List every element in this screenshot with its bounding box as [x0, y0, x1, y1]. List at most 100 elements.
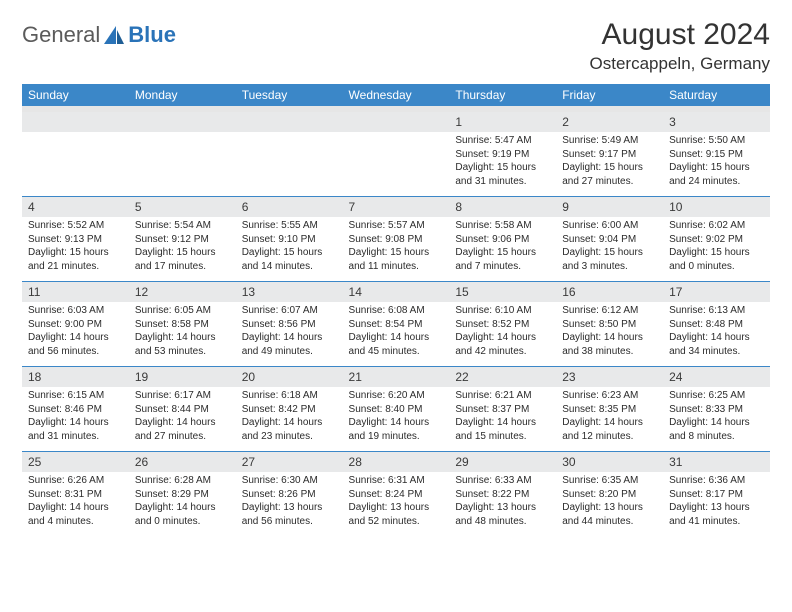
- daylight-text: Daylight: 15 hours: [562, 246, 657, 260]
- daylight-text: and 3 minutes.: [562, 260, 657, 274]
- sunset-text: Sunset: 8:31 PM: [28, 488, 123, 502]
- day-cell: Sunrise: 6:10 AMSunset: 8:52 PMDaylight:…: [449, 302, 556, 367]
- sunset-text: Sunset: 9:02 PM: [669, 233, 764, 247]
- daylight-text: Daylight: 13 hours: [455, 501, 550, 515]
- day-cell: Sunrise: 6:07 AMSunset: 8:56 PMDaylight:…: [236, 302, 343, 367]
- sunset-text: Sunset: 8:50 PM: [562, 318, 657, 332]
- daylight-text: and 56 minutes.: [28, 345, 123, 359]
- day-cell: [236, 132, 343, 197]
- day-header: Friday: [556, 84, 663, 106]
- day-cell: Sunrise: 6:05 AMSunset: 8:58 PMDaylight:…: [129, 302, 236, 367]
- sunrise-text: Sunrise: 6:05 AM: [135, 304, 230, 318]
- date-number: 5: [129, 197, 236, 218]
- sunset-text: Sunset: 8:52 PM: [455, 318, 550, 332]
- date-number: 24: [663, 367, 770, 388]
- sunrise-text: Sunrise: 5:54 AM: [135, 219, 230, 233]
- sunrise-text: Sunrise: 6:17 AM: [135, 389, 230, 403]
- sunset-text: Sunset: 9:04 PM: [562, 233, 657, 247]
- date-number: 1: [449, 112, 556, 132]
- sunrise-text: Sunrise: 6:00 AM: [562, 219, 657, 233]
- sunset-text: Sunset: 8:26 PM: [242, 488, 337, 502]
- daylight-text: and 27 minutes.: [135, 430, 230, 444]
- calendar-page: General Blue August 2024 Ostercappeln, G…: [0, 0, 792, 554]
- date-number: 3: [663, 112, 770, 132]
- daylight-text: and 8 minutes.: [669, 430, 764, 444]
- day-cell: Sunrise: 6:02 AMSunset: 9:02 PMDaylight:…: [663, 217, 770, 282]
- sunset-text: Sunset: 8:37 PM: [455, 403, 550, 417]
- sunset-text: Sunset: 9:19 PM: [455, 148, 550, 162]
- date-number: 14: [343, 282, 450, 303]
- day-cell: Sunrise: 5:58 AMSunset: 9:06 PMDaylight:…: [449, 217, 556, 282]
- day-cell: Sunrise: 6:23 AMSunset: 8:35 PMDaylight:…: [556, 387, 663, 452]
- sunrise-text: Sunrise: 6:30 AM: [242, 474, 337, 488]
- date-number: [129, 112, 236, 132]
- daylight-text: Daylight: 15 hours: [135, 246, 230, 260]
- daylight-text: and 56 minutes.: [242, 515, 337, 529]
- sunrise-text: Sunrise: 5:50 AM: [669, 134, 764, 148]
- sunrise-text: Sunrise: 6:23 AM: [562, 389, 657, 403]
- day-cell: Sunrise: 6:03 AMSunset: 9:00 PMDaylight:…: [22, 302, 129, 367]
- day-cell: Sunrise: 6:20 AMSunset: 8:40 PMDaylight:…: [343, 387, 450, 452]
- day-cell: Sunrise: 5:54 AMSunset: 9:12 PMDaylight:…: [129, 217, 236, 282]
- sunset-text: Sunset: 8:17 PM: [669, 488, 764, 502]
- day-cell: [129, 132, 236, 197]
- detail-row: Sunrise: 6:26 AMSunset: 8:31 PMDaylight:…: [22, 472, 770, 536]
- sunrise-text: Sunrise: 6:20 AM: [349, 389, 444, 403]
- sunset-text: Sunset: 8:58 PM: [135, 318, 230, 332]
- sunrise-text: Sunrise: 5:57 AM: [349, 219, 444, 233]
- sunrise-text: Sunrise: 6:26 AM: [28, 474, 123, 488]
- date-number: [22, 112, 129, 132]
- sunset-text: Sunset: 8:42 PM: [242, 403, 337, 417]
- sunset-text: Sunset: 8:54 PM: [349, 318, 444, 332]
- date-number: 4: [22, 197, 129, 218]
- daylight-text: Daylight: 13 hours: [349, 501, 444, 515]
- daylight-text: Daylight: 14 hours: [28, 501, 123, 515]
- daylight-text: and 7 minutes.: [455, 260, 550, 274]
- daylight-text: Daylight: 14 hours: [28, 416, 123, 430]
- detail-row: Sunrise: 5:47 AMSunset: 9:19 PM Daylight:…: [22, 132, 770, 197]
- sunrise-text: Sunrise: 5:47 AM: [455, 134, 550, 148]
- date-number: 19: [129, 367, 236, 388]
- date-number: 29: [449, 452, 556, 473]
- daylight-text: and 42 minutes.: [455, 345, 550, 359]
- daylight-text: Daylight: 14 hours: [135, 501, 230, 515]
- daylight-text: Daylight: 14 hours: [349, 416, 444, 430]
- day-cell: Sunrise: 6:36 AMSunset: 8:17 PMDaylight:…: [663, 472, 770, 536]
- daylight-text: and 19 minutes.: [349, 430, 444, 444]
- daylight-text: Daylight: 14 hours: [135, 416, 230, 430]
- day-cell: Sunrise: 6:17 AMSunset: 8:44 PMDaylight:…: [129, 387, 236, 452]
- sunset-text: Sunset: 8:56 PM: [242, 318, 337, 332]
- location-label: Ostercappeln, Germany: [590, 54, 770, 74]
- daylight-text: Daylight: 15 hours: [349, 246, 444, 260]
- sunrise-text: Sunrise: 5:55 AM: [242, 219, 337, 233]
- logo-sail-icon: [104, 26, 124, 44]
- daylight-text: and 31 minutes.: [28, 430, 123, 444]
- month-title: August 2024: [590, 18, 770, 52]
- day-cell: [22, 132, 129, 197]
- sunset-text: Sunset: 8:33 PM: [669, 403, 764, 417]
- sunrise-text: Sunrise: 6:02 AM: [669, 219, 764, 233]
- date-number: [236, 112, 343, 132]
- day-cell: Sunrise: 5:52 AMSunset: 9:13 PMDaylight:…: [22, 217, 129, 282]
- sunset-text: Sunset: 8:40 PM: [349, 403, 444, 417]
- day-cell: [343, 132, 450, 197]
- sunrise-text: Sunrise: 6:08 AM: [349, 304, 444, 318]
- sunrise-text: Sunrise: 6:33 AM: [455, 474, 550, 488]
- sunrise-text: Sunrise: 6:28 AM: [135, 474, 230, 488]
- sunset-text: Sunset: 8:48 PM: [669, 318, 764, 332]
- daylight-text: Daylight: 15 hours: [562, 161, 657, 175]
- logo: General Blue: [22, 22, 176, 48]
- sunset-text: Sunset: 8:35 PM: [562, 403, 657, 417]
- day-cell: Sunrise: 6:13 AMSunset: 8:48 PMDaylight:…: [663, 302, 770, 367]
- day-cell: Sunrise: 6:33 AMSunset: 8:22 PMDaylight:…: [449, 472, 556, 536]
- date-number: 13: [236, 282, 343, 303]
- sunset-text: Sunset: 9:06 PM: [455, 233, 550, 247]
- sunrise-text: Sunrise: 6:13 AM: [669, 304, 764, 318]
- date-number-row: 25262728293031: [22, 452, 770, 473]
- date-number: 25: [22, 452, 129, 473]
- sunset-text: Sunset: 8:44 PM: [135, 403, 230, 417]
- date-number: 2: [556, 112, 663, 132]
- daylight-text: and 11 minutes.: [349, 260, 444, 274]
- daylight-text: and 34 minutes.: [669, 345, 764, 359]
- day-cell: Sunrise: 6:12 AMSunset: 8:50 PMDaylight:…: [556, 302, 663, 367]
